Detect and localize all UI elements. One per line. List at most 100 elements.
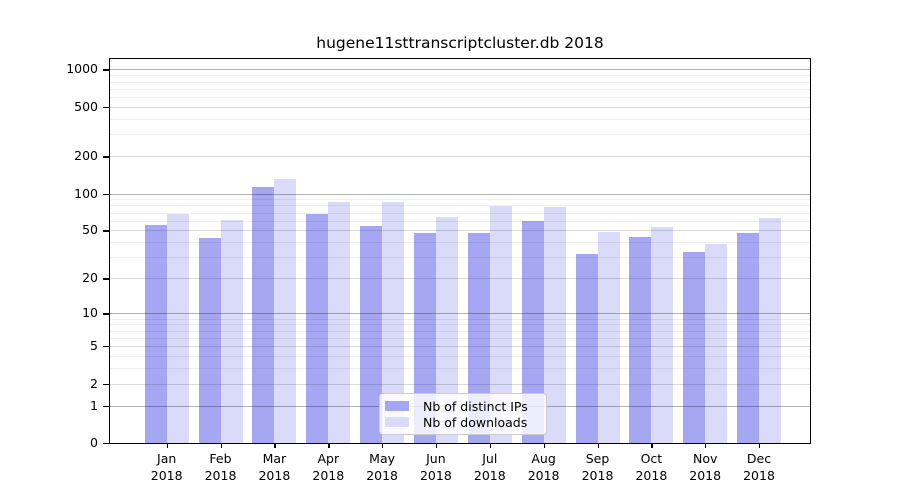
x-tick-label-sep: Sep 2018 (570, 451, 626, 484)
bar-downloads-mar-2018 (274, 178, 297, 443)
x-tick-mark-jul (489, 443, 492, 448)
bar-downloads-feb-2018 (220, 219, 243, 443)
y-tick-label-500: 500 (74, 98, 98, 114)
x-tick-mark-dec (759, 443, 761, 448)
x-tick-label-jun: Jun 2018 (408, 451, 464, 484)
bar-downloads-oct-2018 (651, 227, 674, 443)
y-tick-mark-1 (103, 405, 110, 407)
legend-item-downloads: Nb of downloads (385, 414, 541, 430)
x-tick-label-nov: Nov 2018 (677, 451, 733, 484)
bar-downloads-jul-2018 (489, 206, 512, 443)
bar-downloads-jan-2018 (166, 214, 189, 443)
month-name: Oct (640, 451, 663, 466)
x-tick-mark-jan (166, 443, 168, 448)
x-tick-label-oct: Oct 2018 (623, 451, 679, 484)
month-name: Mar (262, 451, 287, 466)
month-name: Jul (482, 451, 498, 466)
month-year: 2018 (689, 467, 722, 483)
x-tick-mark-apr (328, 443, 330, 448)
x-tick-label-apr: Apr 2018 (300, 451, 356, 484)
x-tick-label-may: May 2018 (354, 451, 410, 484)
legend: Nb of distinct IPs Nb of downloads (379, 393, 547, 435)
bar-downloads-nov-2018 (705, 243, 728, 443)
month-year: 2018 (527, 467, 560, 483)
y-tick-mark-100 (103, 193, 110, 195)
y-tick-label-20: 20 (82, 270, 98, 286)
month-year: 2018 (473, 467, 506, 483)
x-tick-mark-mar (274, 443, 276, 448)
y-tick-mark-5 (103, 346, 110, 348)
y-tick-mark-10 (103, 313, 110, 315)
x-tick-mark-nov (705, 443, 707, 448)
bar-ips-apr-2018 (306, 214, 329, 443)
x-tick-label-mar: Mar 2018 (246, 451, 302, 484)
x-tick-mark-aug (543, 443, 545, 448)
y-tick-mark-2 (103, 383, 110, 385)
y-tick-mark-200 (103, 156, 110, 158)
month-year: 2018 (419, 467, 452, 483)
month-name: Nov (692, 451, 718, 466)
x-tick-label-feb: Feb 2018 (193, 451, 249, 484)
legend-label: Nb of downloads (423, 414, 528, 430)
bar-ips-nov-2018 (683, 252, 706, 443)
x-tick-mark-feb (220, 443, 222, 448)
chart-title: hugene11sttranscriptcluster.db 2018 (316, 34, 604, 52)
month-name: May (369, 451, 396, 466)
plot-area (109, 58, 811, 444)
month-year: 2018 (258, 467, 291, 483)
bars-layer (110, 59, 810, 443)
bar-ips-oct-2018 (629, 237, 652, 443)
x-tick-label-dec: Dec 2018 (731, 451, 787, 484)
month-name: Apr (317, 451, 340, 466)
month-year: 2018 (743, 467, 775, 483)
y-tick-label-0: 0 (90, 435, 98, 450)
month-year: 2018 (366, 467, 398, 483)
y-tick-mark-1000 (103, 69, 110, 71)
bar-downloads-sep-2018 (597, 231, 620, 443)
ips-color-swatch (385, 401, 409, 411)
x-tick-label-aug: Aug 2018 (516, 451, 572, 484)
legend-label: Nb of distinct IPs (423, 398, 528, 414)
x-tick-label-jan: Jan 2018 (139, 451, 195, 484)
month-name: Aug (531, 451, 556, 466)
x-tick-mark-sep (597, 443, 599, 448)
month-name: Feb (209, 451, 232, 466)
month-name: Jun (426, 451, 446, 466)
bar-downloads-aug-2018 (543, 207, 566, 443)
y-tick-label-1000: 1000 (66, 61, 98, 77)
bar-ips-dec-2018 (737, 232, 760, 443)
bar-downloads-may-2018 (382, 202, 405, 443)
bar-ips-jul-2018 (467, 232, 490, 443)
x-tick-label-jul: Jul 2018 (462, 451, 518, 484)
month-year: 2018 (204, 467, 237, 483)
month-year: 2018 (581, 467, 614, 483)
y-tick-label-5: 5 (90, 338, 98, 354)
y-tick-label-200: 200 (74, 148, 98, 164)
downloads-color-swatch (385, 417, 409, 427)
bar-downloads-dec-2018 (759, 218, 782, 443)
y-tick-label-50: 50 (82, 222, 98, 238)
y-tick-mark-50 (103, 230, 110, 232)
month-name: Jan (157, 451, 177, 466)
month-name: Dec (746, 451, 772, 466)
bar-downloads-apr-2018 (328, 202, 351, 443)
x-tick-mark-jun (435, 443, 438, 448)
x-tick-mark-oct (651, 443, 653, 448)
y-tick-label-1: 1 (90, 397, 98, 413)
bar-ips-jan-2018 (144, 225, 167, 443)
bar-ips-feb-2018 (198, 238, 221, 443)
bar-ips-aug-2018 (521, 220, 544, 443)
y-tick-label-100: 100 (74, 185, 98, 201)
y-tick-mark-0 (103, 443, 110, 445)
y-tick-mark-20 (103, 278, 110, 280)
y-tick-label-10: 10 (82, 305, 98, 321)
bar-ips-mar-2018 (252, 187, 275, 443)
x-tick-mark-may (382, 443, 384, 448)
bar-downloads-jun-2018 (435, 217, 458, 443)
month-year: 2018 (635, 467, 668, 483)
y-tick-mark-500 (103, 106, 110, 109)
bar-ips-may-2018 (360, 226, 383, 443)
y-tick-label-2: 2 (90, 375, 98, 391)
bar-ips-sep-2018 (575, 253, 598, 443)
